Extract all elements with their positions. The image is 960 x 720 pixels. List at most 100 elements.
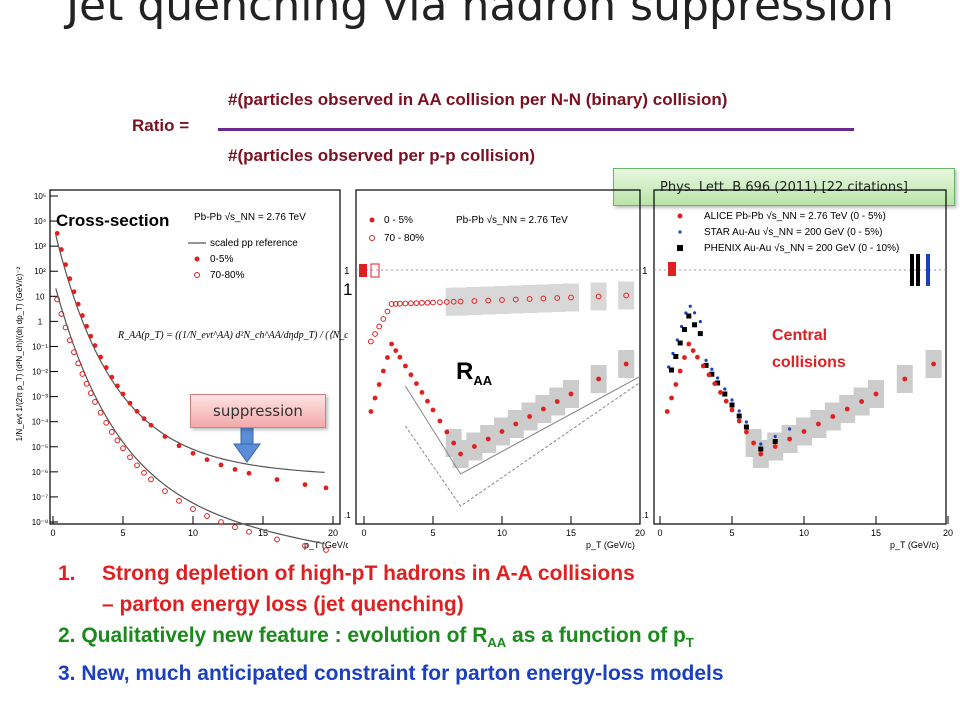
left-frame (49, 189, 341, 525)
ratio-label: Ratio = (132, 116, 190, 135)
raa-plot-comparison: 1 .1 ALICE Pb-Pb √s_NN = 2.76 TeV (0 - 5… (642, 189, 953, 550)
cross-section-label: Cross-section (56, 211, 170, 230)
phenix-data-points (669, 313, 778, 452)
middle-xtick-label: 5 (430, 528, 435, 538)
alice-point (682, 355, 687, 360)
phenix-point (677, 340, 683, 346)
left-ytick-label: 10⁴ (34, 217, 47, 226)
alice-point (787, 436, 792, 442)
central-point (92, 343, 98, 348)
central-label-line1: Central (772, 327, 828, 344)
middle-xtick-label: 0 (361, 528, 366, 538)
central-point (190, 450, 196, 456)
right-xtick-label: 10 (799, 528, 809, 538)
middle-peripheral-points (368, 292, 630, 345)
middle-central-point (376, 382, 382, 387)
middle-band-peripheral (480, 286, 497, 315)
bullet-2-pre: 2. Qualitatively new feature : evolution… (58, 624, 488, 647)
left-ytick-label: 10³ (34, 242, 46, 251)
star-point (710, 367, 714, 371)
raa-plot-alice: 1 .1 0 - 5% 70 - 80% Pb-Pb √s_NN = 2.76 … (344, 189, 645, 550)
peripheral-point (108, 429, 115, 435)
phenix-point (758, 446, 764, 452)
peripheral-point (323, 547, 329, 553)
central-point (115, 383, 120, 389)
central-point (109, 374, 115, 380)
central-point (148, 422, 154, 428)
raa-label-sub: AA (473, 372, 493, 388)
middle-peripheral-point (623, 292, 630, 299)
middle-x-ticks: 0 5 10 15 20 (361, 516, 645, 538)
right-norm-box-star (926, 254, 930, 286)
left-y-axis-label: 1/N_evt 1/(2π p_T) (d²N_ch)/(dη dp_T) (G… (15, 266, 24, 441)
peripheral-point (148, 476, 154, 483)
right-ytick-01: .1 (642, 511, 649, 520)
peripheral-point (120, 445, 126, 452)
left-y-ticks: 10⁵ 10⁴ 10³ 10² 10 1 10⁻¹ 10⁻² 10⁻³ 10⁻⁴ 10⁻⁵ 10⁻⁶ 1… (32, 192, 58, 527)
middle-central-point (372, 395, 378, 401)
middle-legend-central: 0 - 5% (384, 215, 413, 226)
middle-legend-system: Pb-Pb √s_NN = 2.76 TeV (456, 214, 568, 226)
central-point (176, 443, 182, 449)
pp-reference-curve-peripheral (55, 288, 325, 545)
middle-peripheral-point (372, 331, 378, 337)
left-xtick-label: 5 (120, 528, 125, 538)
central-point (134, 408, 140, 414)
peripheral-point (162, 488, 168, 495)
left-ytick-label: 10⁻¹ (32, 342, 48, 351)
middle-band-peripheral (590, 282, 607, 311)
peripheral-point (302, 542, 308, 549)
pp-reference-curve-central (55, 235, 325, 474)
alice-point (677, 368, 683, 374)
peripheral-point (92, 399, 98, 405)
middle-central-point (403, 363, 408, 369)
central-point (246, 470, 252, 476)
middle-peripheral-point (419, 300, 425, 306)
star-point (788, 427, 792, 431)
right-legend-star-marker (678, 230, 682, 234)
phenix-point (743, 424, 749, 430)
middle-peripheral-point (413, 300, 420, 306)
alice-point (690, 348, 696, 353)
left-ytick-label: 10⁻⁸ (32, 518, 49, 527)
fraction-bar (218, 128, 854, 131)
central-collisions-label: Central collisions (772, 322, 846, 376)
raa-label-main: R (456, 358, 474, 385)
middle-peripheral-point (443, 299, 450, 305)
central-point (127, 400, 133, 406)
alice-point (700, 363, 706, 369)
peripheral-point (75, 360, 82, 367)
central-point (63, 262, 68, 268)
middle-peripheral-point (457, 298, 464, 305)
phenix-point (686, 313, 692, 319)
middle-band-peripheral (535, 284, 552, 313)
alice-point (686, 341, 692, 347)
peripheral-point (232, 524, 238, 531)
middle-peripheral-point (554, 295, 561, 301)
star-point (698, 320, 702, 324)
peripheral-point (190, 506, 196, 512)
middle-peripheral-point (499, 297, 505, 303)
peripheral-point (62, 324, 69, 331)
middle-peripheral-point (430, 299, 436, 306)
central-point (103, 365, 109, 370)
middle-central-point (527, 414, 532, 419)
central-label-line2: collisions (772, 354, 846, 371)
phenix-point (709, 371, 715, 377)
alice-point (706, 372, 712, 378)
middle-peripheral-point (512, 296, 519, 303)
middle-central-point (451, 440, 457, 446)
central-point (204, 457, 210, 463)
alice-point (736, 418, 742, 424)
central-point (232, 467, 238, 472)
middle-norm-box-peripheral (370, 263, 380, 278)
middle-xtick-label: 10 (497, 528, 507, 538)
middle-central-point (513, 421, 519, 427)
left-ytick-label: 10⁻² (32, 368, 48, 377)
phenix-point (681, 327, 687, 332)
alice-point (718, 390, 723, 395)
middle-frame (355, 189, 641, 525)
right-xtick-label: 0 (657, 528, 662, 538)
middle-ytick-1: 1 (344, 266, 350, 277)
middle-central-point (623, 361, 629, 367)
